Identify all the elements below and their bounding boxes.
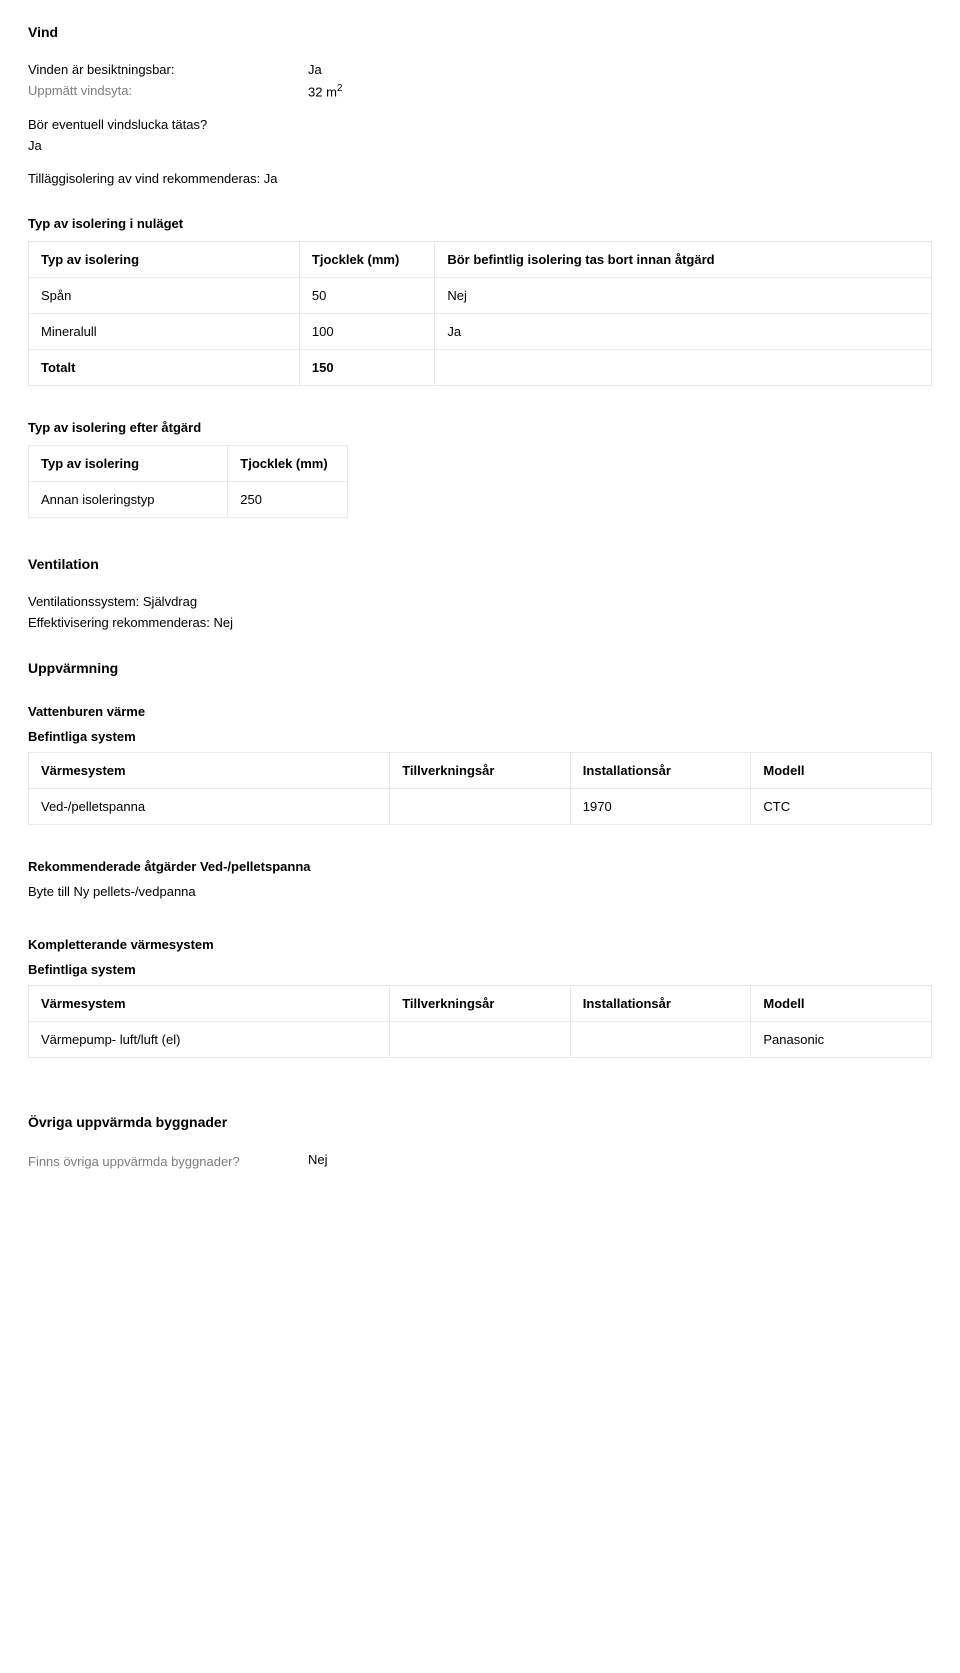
table-row: Spån 50 Nej: [29, 278, 932, 314]
table-row: Värmepump- luft/luft (el) Panasonic: [29, 1022, 932, 1058]
iso-nu-col-typ: Typ av isolering: [29, 242, 300, 278]
vind-tatas-value: Ja: [28, 138, 932, 153]
table-row: Mineralull 100 Ja: [29, 314, 932, 350]
vatten-col-install: Installationsår: [570, 753, 751, 789]
cell-total-label: Totalt: [29, 350, 300, 386]
iso-nu-title: Typ av isolering i nuläget: [28, 216, 932, 231]
vind-yta-label: Uppmätt vindsyta:: [28, 83, 308, 99]
komp-col-tillv: Tillverkningsår: [390, 986, 571, 1022]
cell-bort: Nej: [435, 278, 932, 314]
cell-typ: Annan isoleringstyp: [29, 482, 228, 518]
iso-nu-col-bort: Bör befintlig isolering tas bort innan å…: [435, 242, 932, 278]
table-row: Annan isoleringstyp 250: [29, 482, 348, 518]
vind-yta-value: 32 m2: [308, 83, 932, 99]
cell-install: 1970: [570, 789, 751, 825]
vatten-col-tillv: Tillverkningsår: [390, 753, 571, 789]
ovriga-label: Finns övriga uppvärmda byggnader?: [28, 1152, 308, 1172]
iso-efter-table: Typ av isolering Tjocklek (mm) Annan iso…: [28, 445, 348, 518]
komp-table: Värmesystem Tillverkningsår Installation…: [28, 985, 932, 1058]
vind-besikt-value: Ja: [308, 62, 932, 77]
vatten-befintliga: Befintliga system: [28, 729, 932, 744]
komp-col-sys: Värmesystem: [29, 986, 390, 1022]
vatten-table: Värmesystem Tillverkningsår Installation…: [28, 752, 932, 825]
vind-tatas-label: Bör eventuell vindslucka tätas?: [28, 117, 932, 132]
vind-yta-num: 32 m: [308, 84, 337, 99]
cell-sys: Värmepump- luft/luft (el): [29, 1022, 390, 1058]
cell-tillv: [390, 789, 571, 825]
iso-efter-col-tjock: Tjocklek (mm): [228, 446, 348, 482]
vind-yta-sup: 2: [337, 83, 343, 94]
cell-install: [570, 1022, 751, 1058]
ovriga-title: Övriga uppvärmda byggnader: [28, 1114, 932, 1130]
komp-col-install: Installationsår: [570, 986, 751, 1022]
vent-title: Ventilation: [28, 556, 932, 572]
rek-title: Rekommenderade åtgärder Ved-/pelletspann…: [28, 859, 932, 874]
komp-col-modell: Modell: [751, 986, 932, 1022]
vind-tillagg: Tilläggisolering av vind rekommenderas: …: [28, 171, 932, 186]
table-row: Ved-/pelletspanna 1970 CTC: [29, 789, 932, 825]
cell-tjock: 250: [228, 482, 348, 518]
vind-kv-block: Vinden är besiktningsbar: Ja Uppmätt vin…: [28, 62, 932, 99]
iso-nu-col-tjock: Tjocklek (mm): [299, 242, 434, 278]
ovriga-value: Nej: [308, 1152, 932, 1172]
iso-nu-table: Typ av isolering Tjocklek (mm) Bör befin…: [28, 241, 932, 386]
vent-system: Ventilationssystem: Självdrag: [28, 594, 932, 609]
komp-title: Kompletterande värmesystem: [28, 937, 932, 952]
vent-effekt: Effektivisering rekommenderas: Nej: [28, 615, 932, 630]
cell-modell: Panasonic: [751, 1022, 932, 1058]
cell-empty: [435, 350, 932, 386]
cell-tillv: [390, 1022, 571, 1058]
rek-text: Byte till Ny pellets-/vedpanna: [28, 884, 932, 899]
cell-bort: Ja: [435, 314, 932, 350]
vind-tatas-block: Bör eventuell vindslucka tätas? Ja: [28, 117, 932, 153]
vatten-title: Vattenburen värme: [28, 704, 932, 719]
cell-modell: CTC: [751, 789, 932, 825]
vatten-col-modell: Modell: [751, 753, 932, 789]
vind-title: Vind: [28, 24, 932, 40]
cell-total-value: 150: [299, 350, 434, 386]
cell-tjock: 100: [299, 314, 434, 350]
table-row-total: Totalt 150: [29, 350, 932, 386]
uppv-title: Uppvärmning: [28, 660, 932, 676]
cell-tjock: 50: [299, 278, 434, 314]
cell-typ: Mineralull: [29, 314, 300, 350]
cell-sys: Ved-/pelletspanna: [29, 789, 390, 825]
iso-efter-title: Typ av isolering efter åtgärd: [28, 420, 932, 435]
iso-efter-col-typ: Typ av isolering: [29, 446, 228, 482]
cell-typ: Spån: [29, 278, 300, 314]
vatten-col-sys: Värmesystem: [29, 753, 390, 789]
komp-befintliga: Befintliga system: [28, 962, 932, 977]
vind-besikt-label: Vinden är besiktningsbar:: [28, 62, 308, 77]
